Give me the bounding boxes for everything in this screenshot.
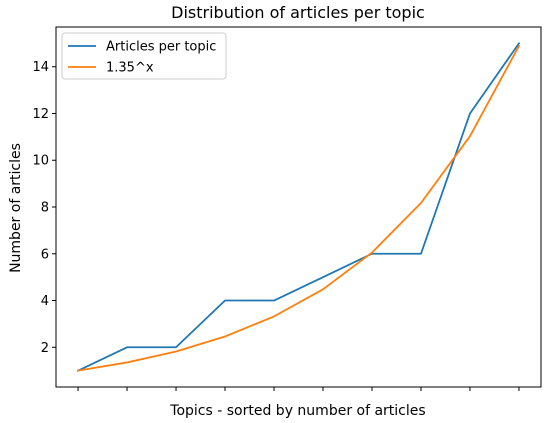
y-tick-label: 2 [41,341,49,356]
legend: Articles per topic 1.35^x [61,32,227,80]
series-lines [76,42,521,372]
y-tick-label: 6 [41,247,49,262]
axes-frame [55,26,542,388]
y-tick-label: 12 [32,107,49,122]
chart-title: Distribution of articles per topic [171,3,425,22]
y-tick-label: 14 [32,60,49,75]
series-line-2 [77,44,521,372]
y-tick-label: 4 [41,294,49,309]
y-axis-label: Number of articles [8,143,24,273]
x-axis-label: Topics - sorted by number of articles [169,403,425,419]
y-tick-label: 8 [41,201,49,216]
plot-area: 2 4 6 8 10 12 14 Articles per topic 1.35^x [32,26,542,391]
y-axis-ticks: 2 4 6 8 10 12 14 [32,60,56,356]
legend-label-1: Articles per topic [106,40,216,55]
legend-box [61,32,227,80]
series-line-1 [76,42,521,372]
y-tick-label: 10 [32,154,49,169]
x-axis-ticks [77,387,520,391]
legend-label-2: 1.35^x [106,61,154,76]
